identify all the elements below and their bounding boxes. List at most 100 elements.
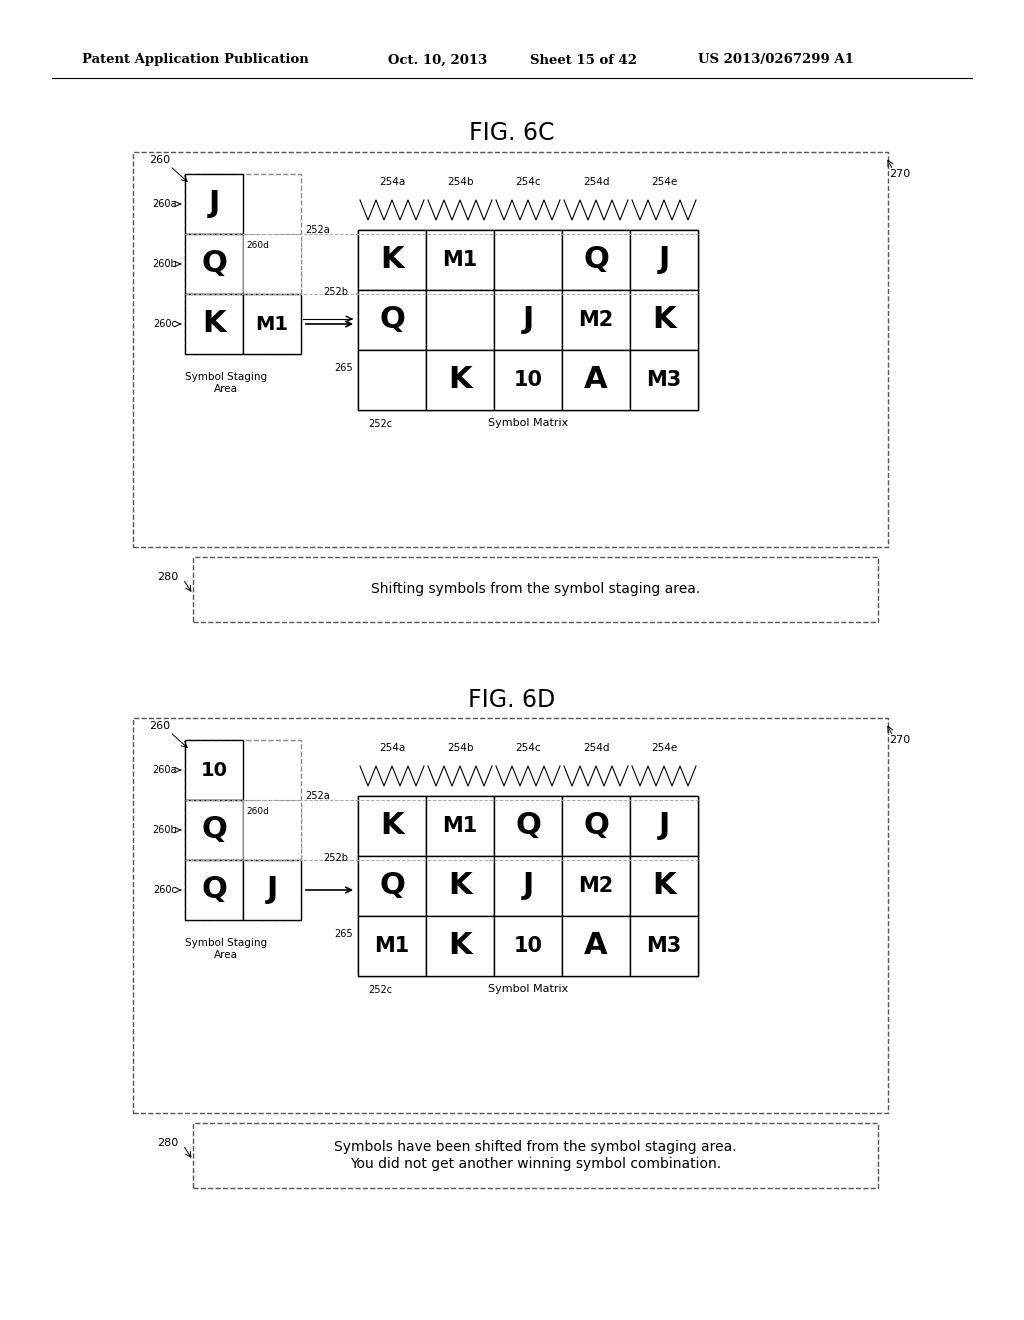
Text: 260d: 260d [246, 808, 269, 817]
Bar [358, 230, 698, 411]
Bar [358, 916, 426, 975]
Text: K: K [449, 366, 472, 395]
Text: 280: 280 [158, 1138, 178, 1148]
Text: 260c: 260c [154, 884, 177, 895]
Text: M1: M1 [375, 936, 410, 956]
Bar [494, 916, 562, 975]
Text: Symbols have been shifted from the symbol staging area.
You did not get another : Symbols have been shifted from the symbo… [334, 1140, 737, 1171]
Bar [494, 796, 562, 855]
Bar [562, 796, 630, 855]
Bar [243, 234, 301, 294]
Text: K: K [202, 309, 226, 338]
Bar [133, 718, 888, 1113]
Text: M1: M1 [442, 249, 477, 271]
Text: 252c: 252c [368, 985, 392, 995]
Bar [133, 152, 888, 546]
Text: 280: 280 [158, 572, 178, 582]
Text: J: J [266, 875, 278, 904]
Bar [185, 861, 243, 920]
Text: Q: Q [379, 871, 404, 900]
Bar [185, 294, 243, 354]
Text: 270: 270 [890, 169, 910, 180]
Text: 254c: 254c [515, 743, 541, 752]
Bar [494, 230, 562, 290]
Text: Q: Q [201, 249, 227, 279]
Bar [358, 796, 698, 975]
Text: FIG. 6D: FIG. 6D [468, 688, 556, 711]
Text: 260b: 260b [153, 259, 177, 269]
Text: 260a: 260a [153, 766, 177, 775]
Text: Q: Q [515, 812, 541, 841]
Text: K: K [380, 246, 403, 275]
Text: 252a: 252a [305, 224, 331, 235]
Text: Symbol Matrix: Symbol Matrix [487, 418, 568, 428]
Text: 10: 10 [513, 936, 543, 956]
Text: M1: M1 [256, 314, 289, 334]
Bar [630, 916, 698, 975]
Text: 252a: 252a [305, 791, 331, 801]
Bar [193, 1123, 878, 1188]
Text: Symbol Staging
Area: Symbol Staging Area [184, 372, 266, 393]
Text: Patent Application Publication: Patent Application Publication [82, 54, 309, 66]
Bar [630, 796, 698, 855]
Bar [185, 174, 243, 234]
Text: K: K [449, 932, 472, 961]
Text: Symbol Matrix: Symbol Matrix [487, 983, 568, 994]
Text: 10: 10 [513, 370, 543, 389]
Bar [358, 350, 426, 411]
Text: Shifting symbols from the symbol staging area.: Shifting symbols from the symbol staging… [371, 582, 700, 597]
Bar [562, 230, 630, 290]
Text: M2: M2 [579, 876, 613, 896]
Bar [358, 230, 426, 290]
Text: 265: 265 [335, 929, 353, 939]
Bar [630, 855, 698, 916]
Text: 254c: 254c [515, 177, 541, 187]
Bar [243, 294, 301, 354]
Bar [426, 796, 494, 855]
Text: 254d: 254d [583, 743, 609, 752]
Bar [358, 796, 426, 855]
Text: K: K [380, 812, 403, 841]
Text: 254b: 254b [446, 177, 473, 187]
Text: 270: 270 [890, 735, 910, 744]
Bar [426, 290, 494, 350]
Text: 10: 10 [201, 760, 227, 780]
Text: 254e: 254e [651, 177, 677, 187]
Text: A: A [584, 366, 608, 395]
Bar [185, 741, 243, 800]
Bar [562, 916, 630, 975]
Bar [185, 741, 301, 920]
Text: 254e: 254e [651, 743, 677, 752]
Text: Q: Q [583, 812, 609, 841]
Bar [185, 234, 243, 294]
Text: K: K [652, 871, 676, 900]
Text: M3: M3 [646, 370, 682, 389]
Text: J: J [658, 812, 670, 841]
Text: FIG. 6C: FIG. 6C [469, 121, 555, 145]
Text: Sheet 15 of 42: Sheet 15 of 42 [530, 54, 637, 66]
Text: Q: Q [583, 246, 609, 275]
Text: J: J [208, 190, 220, 219]
Bar [358, 290, 426, 350]
Bar [630, 290, 698, 350]
Text: M3: M3 [646, 936, 682, 956]
Bar [426, 916, 494, 975]
Bar [185, 174, 301, 354]
Bar [562, 855, 630, 916]
Bar [185, 800, 243, 861]
Text: J: J [658, 246, 670, 275]
Bar [562, 350, 630, 411]
Text: 254b: 254b [446, 743, 473, 752]
Text: Q: Q [379, 305, 404, 334]
Text: 260a: 260a [153, 199, 177, 209]
Text: 260c: 260c [154, 319, 177, 329]
Text: Q: Q [201, 816, 227, 845]
Text: 260: 260 [150, 154, 171, 165]
Text: Oct. 10, 2013: Oct. 10, 2013 [388, 54, 487, 66]
Text: 252b: 252b [324, 853, 348, 863]
Bar [193, 557, 878, 622]
Bar [494, 855, 562, 916]
Text: M1: M1 [442, 816, 477, 836]
Text: 254a: 254a [379, 177, 406, 187]
Bar [630, 350, 698, 411]
